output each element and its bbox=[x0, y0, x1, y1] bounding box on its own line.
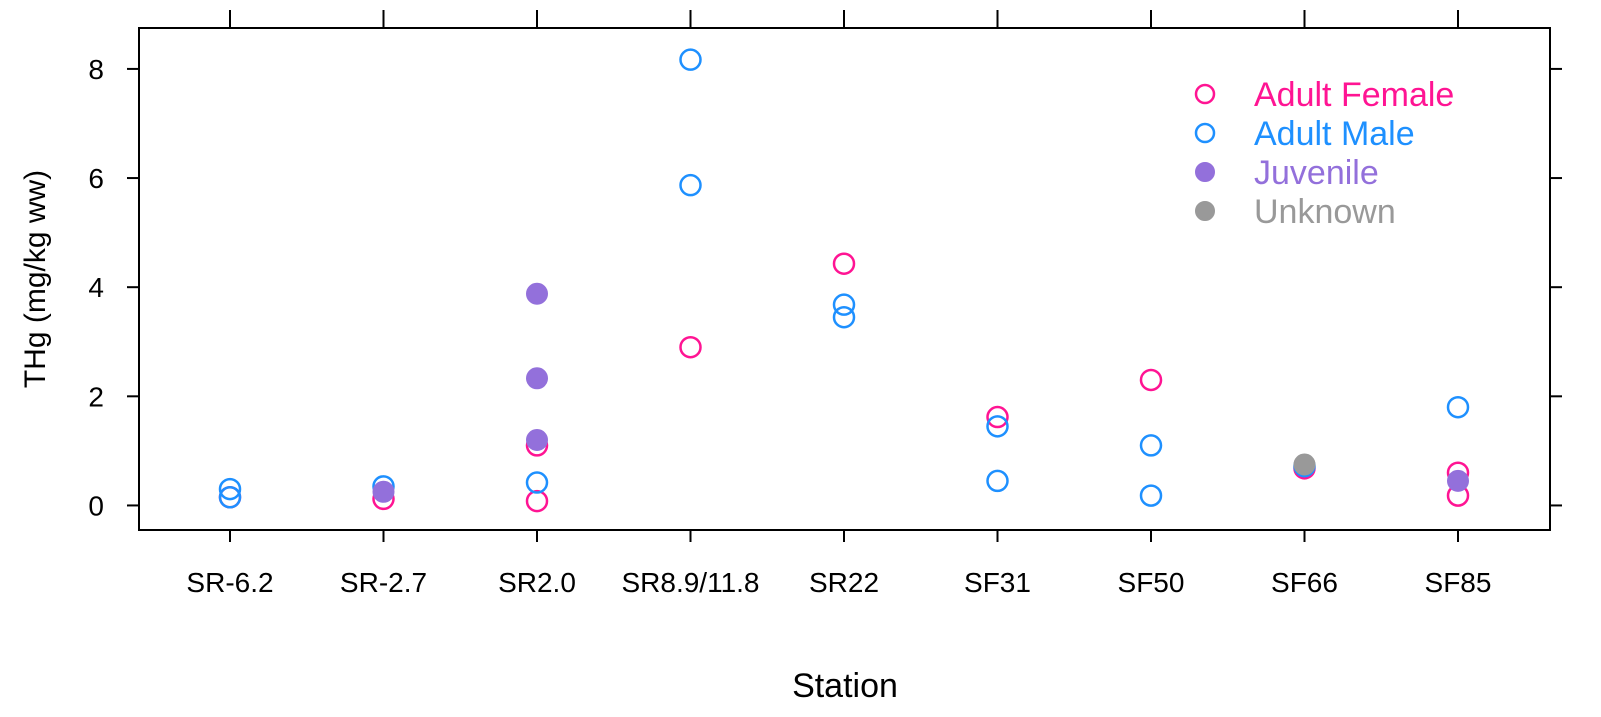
data-point bbox=[1446, 395, 1470, 419]
legend-label: Adult Female bbox=[1254, 76, 1454, 114]
x-axis: SR-6.2 SR-2.7 SR2.0 SR8.9/11.8 SR22 SF31 SF50 S… bbox=[186, 10, 1491, 598]
legend-marker bbox=[1194, 83, 1216, 105]
legend-label: Juvenile bbox=[1254, 154, 1379, 192]
data-point bbox=[1139, 368, 1163, 392]
x-tick-label: SF31 bbox=[964, 567, 1031, 598]
data-point bbox=[679, 48, 702, 71]
legend-label: Unknown bbox=[1254, 193, 1396, 231]
x-tick-label: SR2.0 bbox=[498, 567, 576, 598]
data-point bbox=[832, 305, 856, 329]
data-point bbox=[525, 489, 549, 513]
legend-marker bbox=[1194, 122, 1216, 144]
y-tick-label: 4 bbox=[88, 272, 104, 303]
x-tick-label: SF85 bbox=[1425, 567, 1492, 598]
legend-label: Adult Male bbox=[1254, 115, 1415, 153]
data-point bbox=[986, 469, 1009, 493]
x-tick-label: SF50 bbox=[1118, 567, 1185, 598]
data-point bbox=[1447, 469, 1469, 492]
x-tick-label: SF66 bbox=[1271, 567, 1338, 598]
data-point bbox=[218, 486, 242, 509]
data-point bbox=[1293, 453, 1316, 476]
data-point bbox=[679, 335, 702, 359]
x-tick-label: SR-6.2 bbox=[186, 567, 273, 598]
y-tick-label: 0 bbox=[88, 490, 104, 521]
data-point bbox=[218, 477, 242, 501]
y-tick-label: 8 bbox=[88, 54, 104, 85]
y-axis-label: THg (mg/kg ww) bbox=[19, 170, 52, 388]
data-point bbox=[832, 252, 856, 275]
data-point bbox=[679, 173, 702, 197]
y-tick-label: 6 bbox=[88, 163, 104, 194]
x-tick-label: SR-2.7 bbox=[340, 567, 427, 598]
data-point bbox=[1139, 434, 1163, 457]
data-point bbox=[526, 428, 548, 451]
x-tick-label: SR22 bbox=[809, 567, 879, 598]
data-points bbox=[218, 48, 1470, 513]
x-axis-label: Station bbox=[792, 667, 898, 705]
legend-marker bbox=[1195, 162, 1215, 182]
x-tick-label: SR8.9/11.8 bbox=[621, 567, 759, 598]
data-point bbox=[526, 367, 548, 390]
y-axis: 0 2 4 6 8 bbox=[88, 54, 1562, 521]
legend-marker bbox=[1195, 201, 1215, 221]
y-tick-label: 2 bbox=[88, 381, 104, 412]
data-point bbox=[832, 293, 856, 316]
data-point bbox=[372, 480, 395, 503]
data-point bbox=[986, 405, 1009, 429]
data-point bbox=[1139, 484, 1163, 507]
data-point bbox=[986, 415, 1009, 438]
data-point bbox=[525, 471, 549, 494]
data-point bbox=[526, 282, 548, 305]
